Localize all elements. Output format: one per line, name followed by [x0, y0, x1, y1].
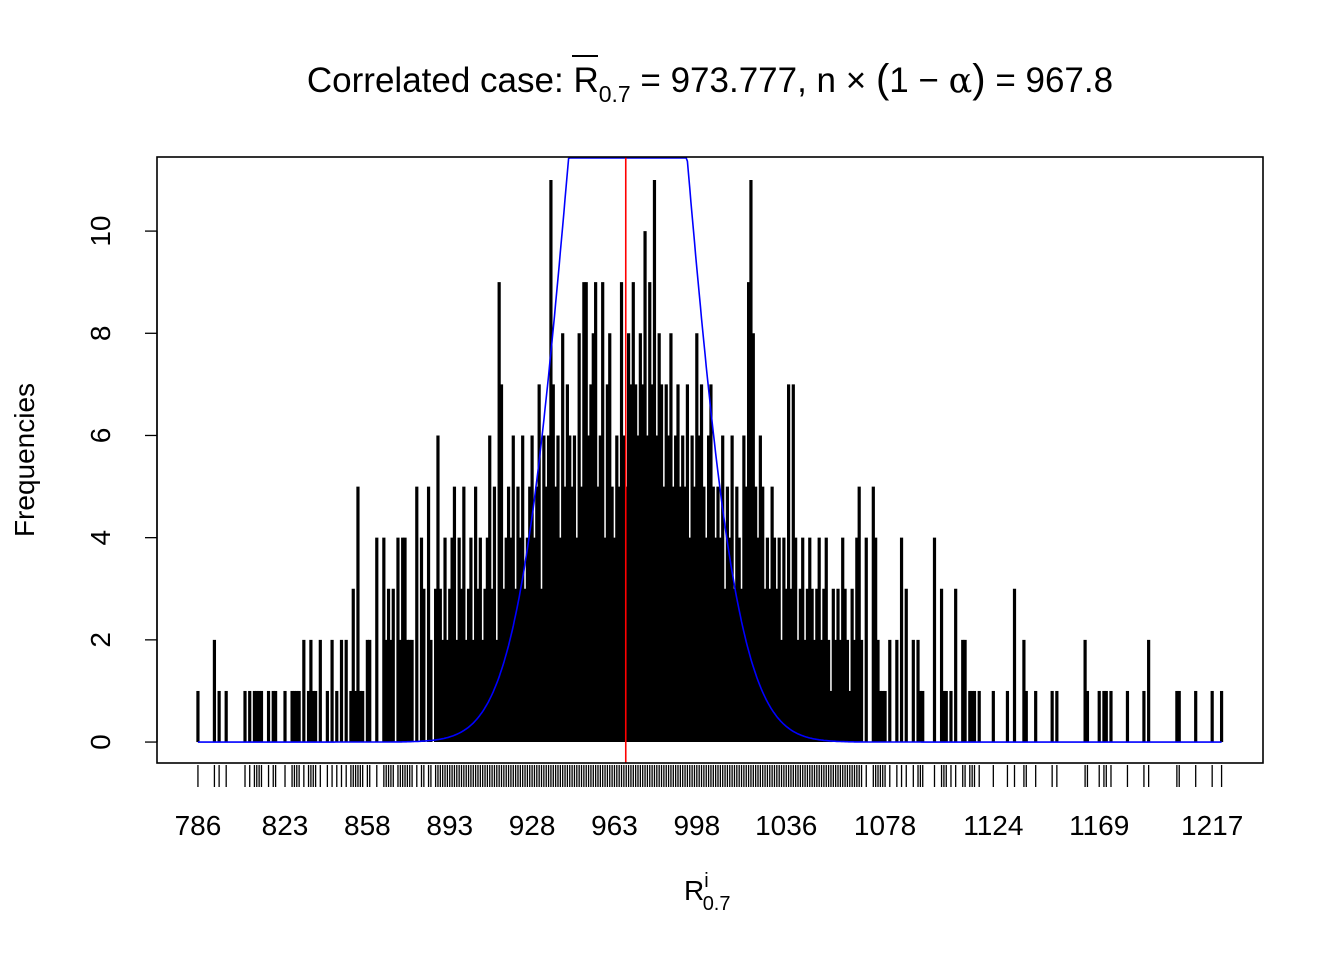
x-tick-label: 786 — [175, 810, 222, 841]
y-tick-label: 0 — [85, 734, 116, 750]
x-tick-label: 1124 — [963, 810, 1023, 841]
y-tick-label: 6 — [85, 428, 116, 444]
y-axis: 0 2 4 6 8 10 — [85, 216, 158, 750]
y-tick-label: 8 — [85, 325, 116, 341]
y-axis-label: Frequencies — [9, 383, 40, 537]
x-axis: 786 823 858 893 928 963 998 1036 1078 1124 1169 121… — [175, 810, 1244, 841]
x-tick-label: 1078 — [854, 810, 916, 841]
y-tick-label: 4 — [85, 530, 116, 546]
title-rbar: R — [573, 61, 598, 100]
y-tick-label: 2 — [85, 632, 116, 648]
x-tick-label: 1036 — [755, 810, 817, 841]
x-tick-label: 1217 — [1181, 810, 1243, 841]
x-tick-label: 893 — [426, 810, 473, 841]
x-tick-label: 1169 — [1069, 810, 1129, 841]
x-axis-label: Ri 0.7 — [684, 870, 731, 915]
normal-curve — [197, 157, 1222, 743]
y-tick-label: 10 — [85, 216, 116, 247]
x-tick-label: 998 — [673, 810, 720, 841]
x-tick-label: 928 — [509, 810, 556, 841]
spikes — [196, 179, 1224, 743]
x-tick-label: 858 — [344, 810, 391, 841]
x-tick-label: 823 — [262, 810, 309, 841]
chart-title: Correlated case: R0.7 = 973.777, n × (1 … — [307, 57, 1113, 107]
rug — [197, 765, 1223, 787]
x-tick-label: 963 — [591, 810, 638, 841]
